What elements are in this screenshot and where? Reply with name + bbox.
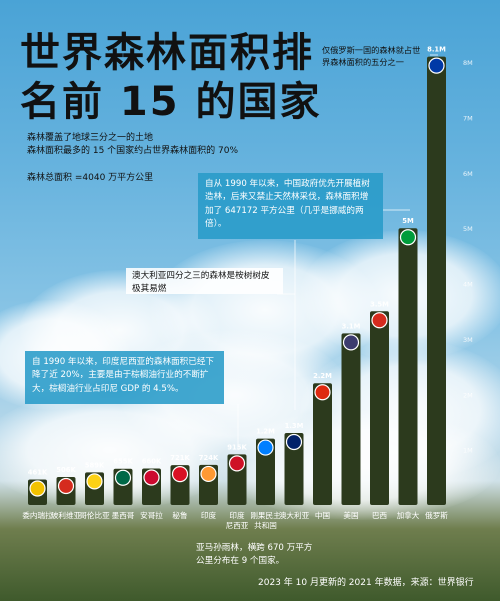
category-label: 秘鲁 [172, 510, 188, 520]
note-indonesia: 自 1990 年以来，印度尼西亚的森林面积已经下降了近 20%，主要是由于棕榈油… [25, 351, 224, 404]
y-tick-label: 8M [463, 59, 473, 67]
category-label: 安哥拉 [140, 510, 163, 520]
subtitle-line2: 森林面积最多的 15 个国家约占世界森林面积的 70% [27, 146, 239, 156]
data-label: 660K [142, 457, 162, 465]
note-amazon: 亚马孙雨林，横跨 670 万平方公里分布在 9 个国家。 [196, 543, 313, 567]
data-label: 655K [113, 458, 133, 466]
data-label: 724K [199, 454, 219, 462]
category-label: 印度 [201, 510, 217, 520]
flag-icon [342, 334, 360, 351]
data-label: 1.3M [285, 422, 304, 430]
note-china: 自从 1990 年以来，中国政府优先开展植树造林，后来又禁止天然林采伐，森林面积… [198, 173, 383, 239]
flag-icon [399, 229, 417, 246]
flag-icon [257, 439, 274, 456]
y-tick-label: 6M [463, 170, 473, 178]
bar [341, 333, 361, 505]
chart-title-line1: 世界森林面积排 [20, 30, 314, 76]
bar [313, 383, 332, 505]
flag-icon [114, 469, 132, 486]
category-label: 刚果民主共和国 [250, 510, 281, 530]
flag-icon [29, 480, 46, 497]
data-label: 3.5M [370, 300, 389, 308]
category-label: 委内瑞拉 [22, 510, 53, 520]
flag-icon [314, 384, 331, 401]
flag-icon [428, 57, 445, 74]
flag-icon [86, 473, 103, 490]
total-area: 森林总面积 =4040 万平方公里 [27, 173, 154, 183]
y-tick-label: 7M [463, 115, 473, 123]
y-tick-label: 4M [463, 281, 473, 289]
category-label: 美国 [343, 510, 358, 520]
flag-icon [143, 469, 160, 486]
data-label: 915K [227, 443, 247, 451]
y-tick-label: 1M [463, 447, 473, 455]
data-label: 721K [170, 454, 190, 462]
flag-icon [228, 455, 246, 472]
category-label: 哥伦比亚 [79, 510, 110, 520]
category-label: 玻利维亚 [51, 510, 82, 520]
data-label: 3.1M [342, 322, 361, 330]
flag-icon [57, 477, 75, 495]
chart-title-line2: 名前 15 的国家 [20, 79, 322, 125]
subtitle-line1: 森林覆盖了地球三分之一的土地 [27, 133, 154, 143]
flag-icon [171, 465, 189, 483]
data-label: 461K [28, 468, 48, 476]
data-label: 5M [402, 217, 414, 225]
bar [370, 311, 389, 505]
data-label: 8.1M [427, 46, 446, 54]
data-label: 1.2M [256, 428, 275, 436]
category-label: 澳大利亚 [279, 510, 310, 520]
flag-icon [200, 465, 217, 483]
category-label: 巴西 [372, 511, 388, 520]
flag-icon [371, 312, 388, 329]
data-label: 2.2M [313, 372, 332, 380]
bar [427, 56, 446, 505]
y-tick-label: 5M [463, 225, 473, 233]
category-label: 中国 [315, 510, 330, 520]
bar [284, 433, 304, 505]
y-tick-label: 2M [463, 391, 473, 399]
category-label: 印度尼西亚 [226, 510, 249, 530]
note-russia: 仅俄罗斯一国的森林就占世界森林面积的五分之一 [322, 45, 421, 67]
bar [398, 228, 418, 505]
category-label: 俄罗斯 [425, 510, 448, 520]
source-note: 2023 年 10 月更新的 2021 年数据，来源：世界银行 [258, 578, 474, 588]
data-label: 589K [85, 461, 105, 469]
data-label: 506K [56, 466, 76, 474]
bar [256, 438, 275, 505]
flag-icon [285, 433, 303, 451]
category-label: 墨西哥 [112, 511, 135, 520]
y-tick-label: 3M [463, 336, 473, 344]
note-australia: 澳大利亚四分之三的森林是桉树树皮极其易燃 [126, 268, 283, 294]
category-label: 加拿大 [397, 510, 420, 520]
